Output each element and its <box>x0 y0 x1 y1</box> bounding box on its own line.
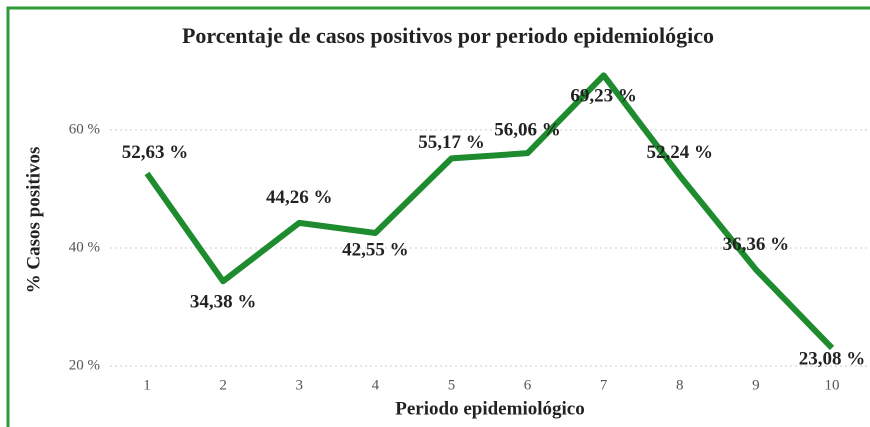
line <box>144 72 835 351</box>
data-label: 52,63 % <box>122 142 189 163</box>
x-axis-label: Periodo epidemiológico <box>395 398 584 419</box>
data-label: 44,26 % <box>266 187 333 208</box>
chart-title: Porcentaje de casos positivos por period… <box>182 23 714 48</box>
data-label: 69,23 % <box>570 86 637 107</box>
x-tick-label: 8 <box>676 377 684 393</box>
x-tick-label: 3 <box>295 377 303 393</box>
x-tick-label: 7 <box>600 377 608 393</box>
x-tick-label: 4 <box>372 377 380 393</box>
data-label: 56,06 % <box>494 120 561 141</box>
data-label: 23,08 % <box>799 348 866 369</box>
x-tick-label: 2 <box>219 377 227 393</box>
data-label: 42,55 % <box>342 239 409 260</box>
x-tick-label: 10 <box>825 377 840 393</box>
y-tick-label: 60 % <box>69 121 100 137</box>
y-axis-label: % Casos positivos <box>23 147 44 294</box>
data-label: 52,24 % <box>647 142 714 163</box>
y-tick-label: 20 % <box>69 358 100 374</box>
x-tick-label: 6 <box>524 377 532 393</box>
x-tick-label: 5 <box>448 377 456 393</box>
x-tick-label: 9 <box>752 377 760 393</box>
x-tick-label: 1 <box>143 377 151 393</box>
frame <box>6 6 870 427</box>
y-tick-label: 40 % <box>69 239 100 255</box>
data-label: 55,17 % <box>418 132 485 153</box>
data-label: 34,38 % <box>190 292 257 313</box>
data-label: 36,36 % <box>723 234 790 255</box>
